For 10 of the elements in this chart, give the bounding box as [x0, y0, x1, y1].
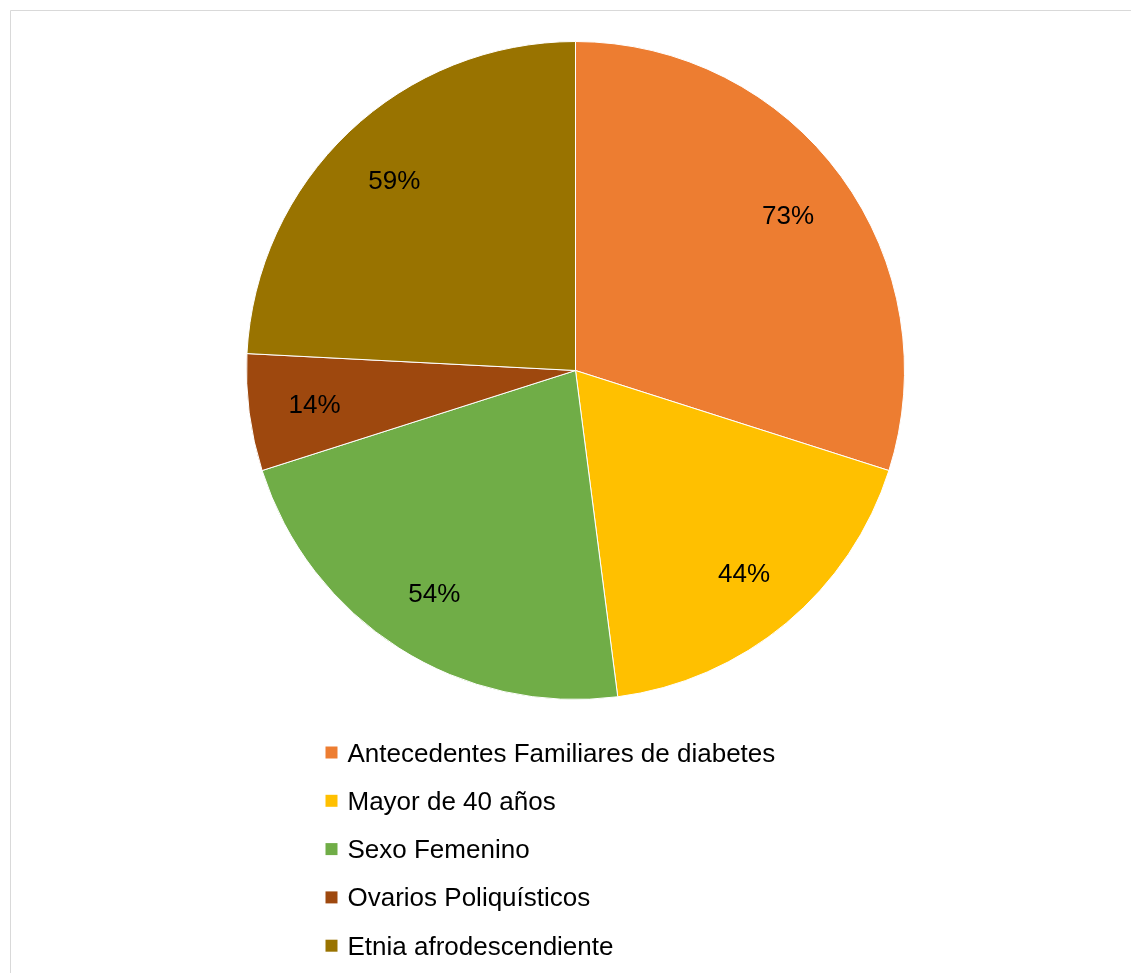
legend-label: Mayor de 40 años [347, 785, 556, 816]
data-label: 54% [408, 577, 461, 608]
data-label: 14% [288, 389, 341, 420]
legend-label: Antecedentes Familiares de diabetes [347, 737, 776, 768]
legend-label: Ovarios Poliquísticos [347, 882, 591, 913]
data-label: 44% [718, 557, 771, 588]
data-label: 73% [762, 200, 815, 231]
legend-label: Sexo Femenino [347, 834, 530, 865]
legend-label: Etnia afrodescendiente [347, 930, 614, 961]
data-label: 59% [368, 164, 421, 195]
